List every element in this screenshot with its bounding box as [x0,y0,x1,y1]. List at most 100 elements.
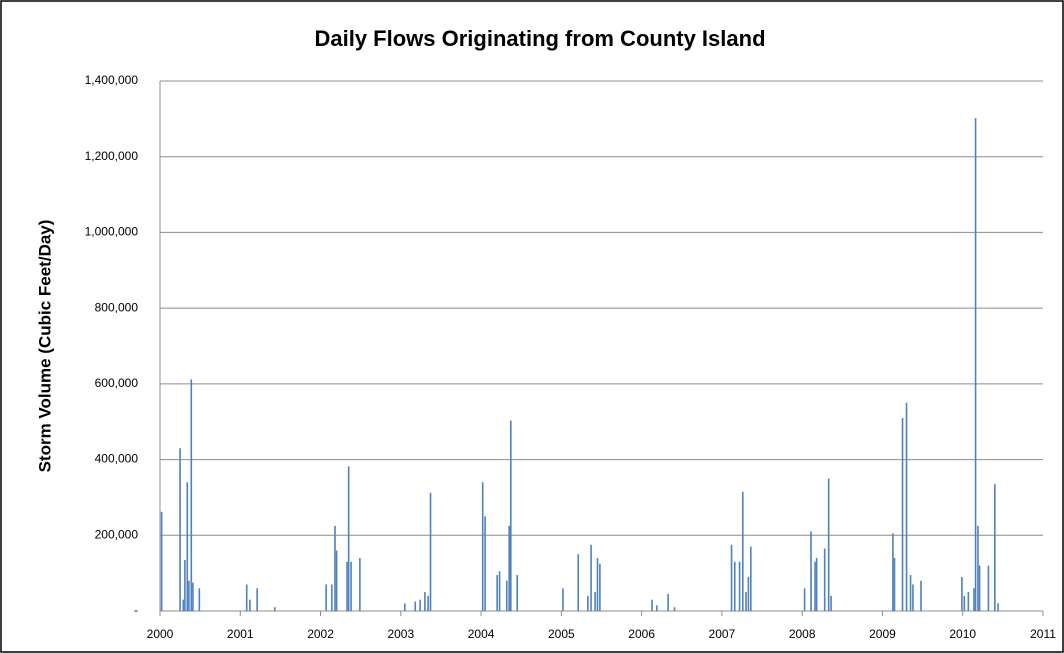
bar [184,559,186,611]
y-tick-label: - [134,603,138,617]
x-tick-label: 2008 [789,627,816,641]
bar [978,565,981,611]
bar [334,525,336,611]
bar [404,603,406,611]
x-tick-label: 2005 [548,627,575,641]
chart-title: Daily Flows Originating from County Isla… [314,26,765,51]
bar [587,595,589,611]
bar [747,576,750,611]
bar [429,492,432,611]
bar [347,466,350,611]
bar [810,531,812,611]
bar [424,592,426,611]
x-tick-label: 2011 [1030,627,1056,641]
x-tick-label: 2003 [387,627,414,641]
bar [481,482,484,611]
bar [427,595,429,611]
bar [963,595,966,611]
bar [330,584,333,611]
x-tick-label: 2002 [307,627,334,641]
bar [496,575,498,611]
bar [577,554,580,611]
bar [198,588,201,611]
bar [994,484,996,611]
bar [667,593,669,611]
x-tick-label: 2010 [949,627,976,641]
bar [596,558,599,611]
x-tick-label: 2000 [147,627,174,641]
bar [738,561,741,611]
y-tick-label: 600,000 [95,376,139,390]
bar [508,525,510,611]
y-tick-label: 1,200,000 [85,149,139,163]
bar [179,448,181,611]
x-tick-label: 2007 [709,627,736,641]
bar [920,580,922,611]
bar [505,580,508,611]
y-axis-label: Storm Volume (Cubic Feet/Day) [35,220,54,473]
bar [245,584,248,611]
bar [346,561,348,611]
y-tick-label: 1,400,000 [85,73,139,87]
bar [188,580,190,611]
bar [325,584,327,611]
bar [186,482,189,611]
bar [192,582,194,611]
bar [414,601,417,611]
bar [594,592,596,611]
bar [590,544,592,611]
bar [893,558,896,611]
bar [730,544,733,611]
y-tick-label: 800,000 [95,300,139,314]
bar [977,525,979,611]
bar [909,575,912,611]
bar [509,420,512,611]
bar [974,118,977,611]
y-tick-label: 200,000 [95,527,139,541]
bar [973,588,975,611]
bar [814,561,816,611]
bar [562,588,564,611]
bar [987,565,990,611]
bar [273,607,276,611]
bar [484,516,486,611]
bar [830,595,832,611]
bar [673,607,676,611]
bar [249,599,251,611]
bar [733,561,736,611]
x-tick-label: 2001 [227,627,254,641]
x-tick-label: 2006 [628,627,655,641]
bar [901,417,904,611]
bar [745,592,747,611]
bar [905,402,908,611]
bar [961,576,963,611]
bar [516,575,519,611]
x-tick-label: 2004 [468,627,495,641]
bar [823,548,826,611]
bar [350,561,352,611]
bar [892,533,894,611]
bar [815,558,818,611]
bar [498,571,501,611]
bar [256,588,258,611]
bar [335,550,338,611]
bar [827,478,830,611]
bar [599,563,601,611]
bar [912,584,914,611]
bar [160,511,163,611]
bar [967,592,970,611]
bar [190,379,193,611]
bar [651,599,653,611]
bar [750,546,752,611]
bar [419,599,421,611]
x-tick-label: 2009 [869,627,896,641]
bar [656,605,658,611]
bar [359,558,361,611]
bar [182,599,185,611]
y-tick-label: 400,000 [95,452,139,466]
bar [997,603,999,611]
bar [741,491,744,611]
bar [803,588,806,611]
